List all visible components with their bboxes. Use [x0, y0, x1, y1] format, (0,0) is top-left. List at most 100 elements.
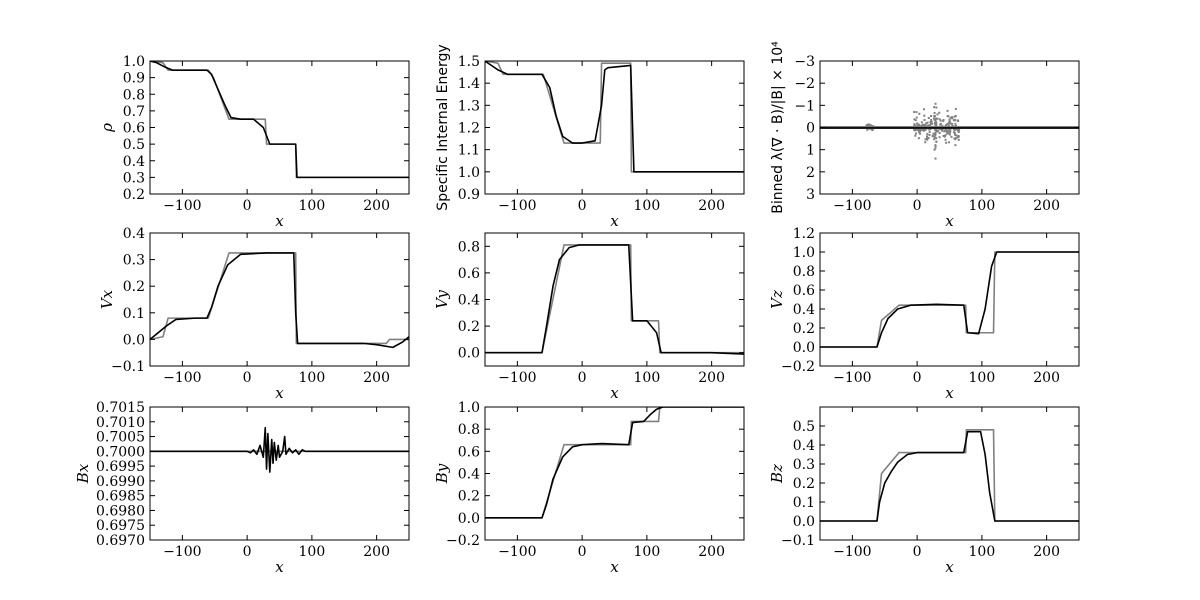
- scatter-point: [926, 138, 929, 141]
- scatter-point: [950, 135, 953, 138]
- numeric-solution-line: [485, 61, 744, 173]
- scatter-point: [944, 138, 947, 141]
- y-tick-label: 1.0: [123, 54, 145, 70]
- y-tick-label: 0.0: [793, 514, 815, 530]
- scatter-point: [867, 123, 870, 126]
- y-tick-label: 0.8: [458, 422, 480, 438]
- y-tick-label: −2: [794, 76, 815, 92]
- scatter-point: [914, 124, 917, 127]
- x-tick-label: 0: [913, 544, 922, 560]
- scatter-point: [938, 136, 941, 139]
- scatter-point: [930, 118, 933, 121]
- y-tick-label: 1.0: [793, 245, 815, 261]
- plot-frame: [149, 232, 410, 367]
- y-axis-label: Bx: [74, 463, 92, 484]
- scatter-point: [947, 132, 950, 135]
- scatter-point: [953, 115, 956, 118]
- scatter-point: [935, 137, 938, 140]
- scatter-point: [953, 128, 956, 131]
- y-tick-label: 0.6980: [96, 503, 145, 519]
- scatter-point: [865, 124, 868, 127]
- scatter-point: [913, 123, 916, 126]
- scatter-point: [918, 112, 921, 115]
- plot-frame: [484, 232, 745, 367]
- y-tick-label: 0.4: [793, 302, 815, 318]
- y-tick-label: 0.3: [793, 457, 815, 473]
- y-tick-label: 0.4: [458, 293, 480, 309]
- scatter-point: [926, 132, 929, 135]
- x-tick-label: 0: [243, 370, 252, 386]
- panel-bz: −100 0 100 200 −0.1 0.0 0.1 0.2 0.3 0.4 0.5 x Bz: [768, 406, 1080, 576]
- y-tick-label: 0.6: [793, 283, 815, 299]
- y-tick-label: −0.2: [446, 533, 480, 549]
- scatter-point: [917, 137, 920, 140]
- x-tick-label: −100: [163, 198, 201, 214]
- x-tick-label: 0: [243, 544, 252, 560]
- y-tick-label: −0.1: [111, 359, 145, 375]
- y-tick-label: 0.8: [793, 264, 815, 280]
- y-tick-label: 0.6: [458, 266, 480, 282]
- y-tick-label: 1.1: [458, 143, 480, 159]
- y-tick-label: 1.3: [458, 98, 480, 114]
- panel-by: −100 0 100 200 −0.2 0.0 0.2 0.4 0.6 0.8 1.0 x By: [433, 400, 745, 576]
- scatter-point: [936, 113, 939, 116]
- scatter-point: [938, 132, 941, 135]
- scatter-point: [934, 119, 937, 122]
- y-tick-label: 0.2: [458, 319, 480, 335]
- panel-energy: −100 0 100 200 0.9 1.0 1.1 1.2 1.3 1.4 1.5 x Specifi…: [435, 44, 745, 230]
- scatter-point: [935, 140, 938, 143]
- scatter-point: [951, 122, 954, 125]
- x-tick-label: 0: [913, 198, 922, 214]
- scatter-point: [938, 111, 941, 114]
- y-tick-label: 0.7015: [96, 400, 145, 416]
- y-tick-label: 3: [806, 187, 815, 203]
- y-tick-label: 0.9: [123, 71, 145, 87]
- scatter-point: [942, 119, 945, 122]
- scatter-point: [950, 116, 953, 119]
- y-tick-label: 0.7: [123, 104, 145, 120]
- y-tick-label: 1.2: [793, 226, 815, 242]
- y-tick-label: 0.2: [458, 489, 480, 505]
- scatter-point: [934, 144, 937, 147]
- x-tick-label: 200: [698, 370, 725, 386]
- scatter-point: [947, 141, 950, 144]
- reference-solution-line: [820, 428, 1079, 522]
- scatter-point: [949, 129, 952, 132]
- y-tick-label: 0.6990: [96, 474, 145, 490]
- scatter-point: [949, 131, 952, 134]
- x-tick-label: 200: [698, 544, 725, 560]
- scatter-point: [918, 124, 921, 127]
- scatter-point: [927, 116, 930, 119]
- numeric-solution-line: [820, 251, 1079, 348]
- scatter-point: [914, 119, 917, 122]
- x-tick-label: 0: [243, 198, 252, 214]
- numeric-solution-line: [150, 61, 409, 179]
- y-tick-label: 0.6: [458, 444, 480, 460]
- scatter-point: [930, 122, 933, 125]
- scatter-point: [954, 115, 957, 118]
- y-tick-label: 0.7010: [96, 415, 145, 431]
- panel-rho: −100 0 100 200 0.20.30.40.50.60.70.80.91.0 x ρ: [98, 54, 410, 230]
- scatter-point: [940, 129, 943, 132]
- scatter-point: [930, 120, 933, 123]
- y-tick-label: 0.5: [123, 137, 145, 153]
- plot-frame: [819, 232, 1080, 367]
- scatter-point: [924, 124, 927, 127]
- scatter-point: [936, 117, 939, 120]
- scatter-point: [914, 134, 917, 137]
- scatter-point: [950, 122, 953, 125]
- y-axis-label: Vy: [433, 290, 451, 309]
- scatter-point: [948, 120, 951, 123]
- scatter-point: [939, 123, 942, 126]
- numeric-solution-line: [150, 252, 409, 349]
- plot-area: [820, 102, 1079, 160]
- panel-vy: −100 0 100 200 0.0 0.2 0.4 0.6 0.8 x Vy: [433, 232, 745, 402]
- y-axis-label: Vx: [98, 289, 116, 309]
- x-axis-label: x: [610, 558, 619, 576]
- y-tick-label: 0.7005: [96, 430, 145, 446]
- x-tick-label: −100: [833, 544, 871, 560]
- y-tick-label: 0.6995: [96, 459, 145, 475]
- scatter-point: [929, 124, 932, 127]
- x-axis-label: x: [275, 558, 284, 576]
- scatter-point: [871, 129, 874, 132]
